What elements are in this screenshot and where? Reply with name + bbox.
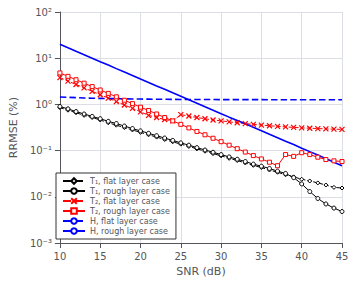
svg-text:40: 40 [295,251,308,262]
svg-text:10⁻¹: 10⁻¹ [30,145,52,156]
svg-text:10¹: 10¹ [35,53,52,64]
svg-text:T₁, rough layer case: T₁, rough layer case [89,187,170,196]
svg-text:15: 15 [94,251,107,262]
svg-text:35: 35 [255,251,268,262]
svg-text:30: 30 [215,251,228,262]
svg-text:10²: 10² [35,7,52,18]
svg-text:10: 10 [54,251,67,262]
svg-text:T₂, flat layer case: T₂, flat layer case [89,197,160,206]
svg-text:T₁, flat layer case: T₁, flat layer case [89,177,160,186]
svg-text:10⁻³: 10⁻³ [30,238,52,249]
svg-text:SNR (dB): SNR (dB) [176,265,225,278]
svg-text:10⁻²: 10⁻² [30,191,52,202]
svg-text:H, flat layer case: H, flat layer case [90,217,158,226]
svg-text:25: 25 [174,251,187,262]
svg-text:T₂, rough layer case: T₂, rough layer case [89,207,170,216]
svg-text:45: 45 [336,251,349,262]
svg-text:20: 20 [134,251,147,262]
svg-text:H, rough layer case: H, rough layer case [90,227,168,236]
svg-text:10⁰: 10⁰ [35,99,52,110]
svg-text:RRMSE (%): RRMSE (%) [7,97,20,158]
